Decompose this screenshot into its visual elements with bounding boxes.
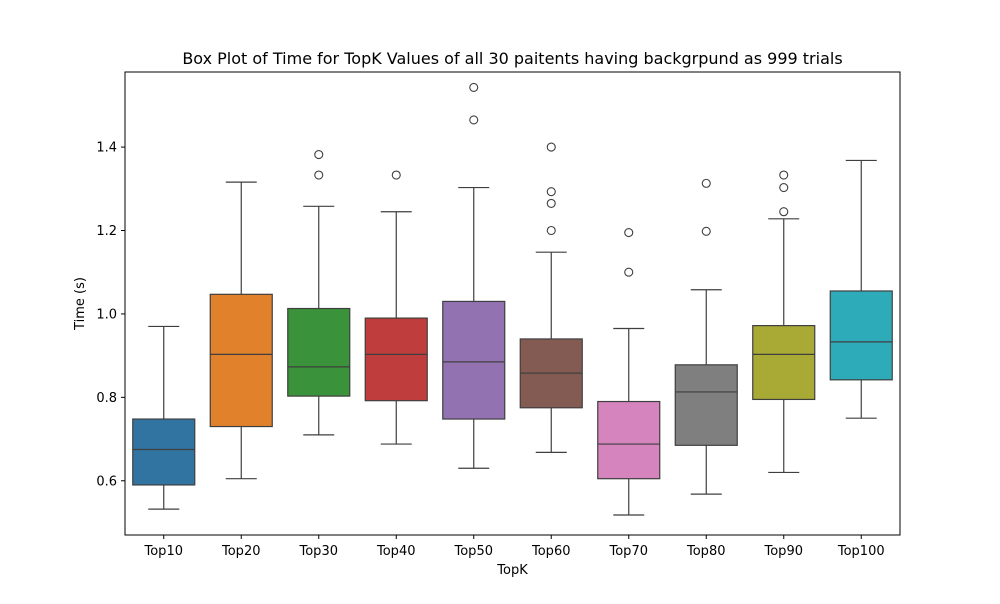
x-axis-label: TopK xyxy=(496,563,528,578)
box-top100 xyxy=(829,159,893,419)
outlier-point xyxy=(701,226,711,236)
outlier-point xyxy=(469,115,479,125)
outlier-point xyxy=(779,170,789,180)
box-body xyxy=(829,290,893,381)
box-top90 xyxy=(752,170,816,474)
x-tick-label: Top10 xyxy=(144,544,183,559)
box-body xyxy=(597,400,661,480)
box-body xyxy=(442,300,506,420)
box-top10 xyxy=(132,325,196,510)
x-tick-label: Top20 xyxy=(221,544,260,559)
x-tick-label: Top50 xyxy=(454,544,493,559)
outlier-point xyxy=(546,225,556,236)
outlier-point xyxy=(314,170,324,180)
plot-area xyxy=(132,82,893,516)
outlier-point xyxy=(779,207,789,217)
outlier-point xyxy=(779,182,789,193)
x-tick-label: Top30 xyxy=(299,544,338,559)
x-tick-label: Top70 xyxy=(609,544,648,559)
box-body xyxy=(287,307,351,397)
box-body xyxy=(132,418,196,486)
outlier-point xyxy=(701,178,711,188)
box-body xyxy=(209,293,273,428)
outlier-point xyxy=(391,170,401,180)
outlier-point xyxy=(546,187,556,197)
y-tick-label: 0.6 xyxy=(96,474,117,489)
plot-frame xyxy=(124,71,901,536)
box-top80 xyxy=(674,178,738,495)
chart-title: Box Plot of Time for TopK Values of all … xyxy=(182,49,842,68)
box-top30 xyxy=(287,150,351,436)
box-body xyxy=(674,364,738,446)
outlier-point xyxy=(469,82,479,92)
box-top50 xyxy=(442,82,506,469)
outlier-point xyxy=(546,198,556,208)
box-top70 xyxy=(597,228,661,516)
x-tick-label: Top90 xyxy=(764,544,803,559)
box-body xyxy=(364,317,428,402)
x-tick-label: Top80 xyxy=(686,544,725,559)
x-tick-label: Top100 xyxy=(837,544,885,559)
y-tick-label: 1.0 xyxy=(96,307,117,322)
y-tick-label: 1.4 xyxy=(96,141,117,156)
y-tick-label: 0.8 xyxy=(96,391,117,406)
x-tick-label: Top40 xyxy=(376,544,415,559)
y-tick-label: 1.2 xyxy=(96,224,117,239)
outlier-point xyxy=(624,267,634,277)
box-top20 xyxy=(209,181,273,480)
x-tick-label: Top60 xyxy=(531,544,570,559)
outlier-point xyxy=(624,228,634,238)
outlier-point xyxy=(546,142,556,152)
box-top40 xyxy=(364,170,428,445)
y-axis-label: Time (s) xyxy=(73,277,88,331)
box-body xyxy=(752,325,816,401)
outlier-point xyxy=(314,150,324,160)
box-top60 xyxy=(519,142,583,454)
axes: 0.6 0.8 1.0 1.2 1.4 Top10 Top20 Top30 Top40 Top50… xyxy=(96,141,884,559)
